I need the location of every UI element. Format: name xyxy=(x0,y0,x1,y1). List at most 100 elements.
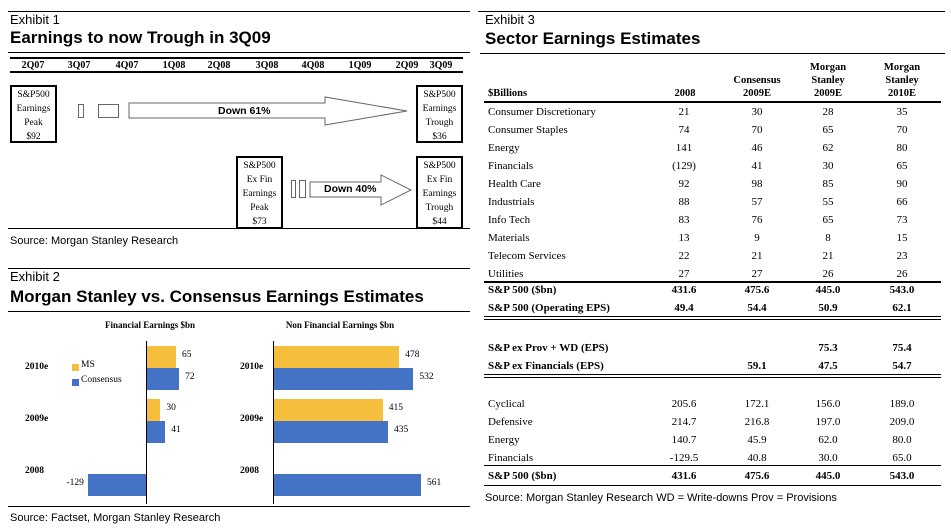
arrow2-label: Down 40% xyxy=(324,183,377,195)
category-label: 2008 xyxy=(240,466,259,476)
table-row: Telecom Services 22 21 21 23 xyxy=(488,247,938,265)
trough_box-line: Trough xyxy=(425,118,454,128)
table-cell: 57 xyxy=(751,196,763,208)
table-cell: 47.5 xyxy=(818,360,838,372)
trough_box-line: $36 xyxy=(432,132,447,142)
table-row: Financials (129) 41 30 65 xyxy=(488,157,938,175)
table-cell: 9 xyxy=(754,232,760,244)
table-cell: 27 xyxy=(751,268,763,280)
table-row: S&P ex Prov + WD (EPS) 75.3 75.4 xyxy=(488,339,938,357)
table-cell: 21 xyxy=(822,250,834,262)
table-cell: 70 xyxy=(896,124,908,136)
exhibit3-source: Source: Morgan Stanley Research WD = Wri… xyxy=(485,492,837,504)
down-arrow-2 xyxy=(309,174,413,206)
table-cell: 209.0 xyxy=(889,416,915,428)
divider xyxy=(480,53,945,54)
peak_box-line: S&P500 xyxy=(17,90,50,100)
table-cell: 75.4 xyxy=(892,342,912,354)
bar-consensus-2010e xyxy=(147,368,180,390)
table-cell: 214.7 xyxy=(671,416,697,428)
table-cell: 35 xyxy=(896,106,908,118)
exfin_peak_box-line: $73 xyxy=(252,217,267,227)
peak-box: S&P500 Earnings Peak $92 xyxy=(10,85,57,143)
exfin_trough_box-line: Ex Fin xyxy=(426,175,453,185)
table-cell: 21 xyxy=(678,106,690,118)
divider xyxy=(10,57,463,59)
arrow1-label: Down 61% xyxy=(218,105,271,117)
value-label: -129 xyxy=(66,478,84,488)
divider xyxy=(478,11,945,12)
exfin_trough_box-line: Earnings xyxy=(422,189,457,199)
table-cell: 49.4 xyxy=(674,302,694,314)
divider xyxy=(484,465,941,466)
table-cell: 431.6 xyxy=(671,470,697,482)
table-cell: 197.0 xyxy=(815,416,841,428)
table-cell: Energy xyxy=(488,142,520,154)
table-cell: 90 xyxy=(896,178,908,190)
table-cell: 13 xyxy=(678,232,690,244)
exhibit1-title: Earnings to now Trough in 3Q09 xyxy=(10,28,271,47)
table-row: Industrials 88 57 55 66 xyxy=(488,193,938,211)
chart-axis xyxy=(146,341,147,504)
exfin_peak_box-line: S&P500 xyxy=(243,161,276,171)
bar-ms-2010e xyxy=(274,346,400,368)
divider xyxy=(8,11,470,12)
bar-consensus-2009e xyxy=(147,421,166,443)
table-row: S&P 500 ($bn) 431.6 475.6 445.0 543.0 xyxy=(488,467,938,485)
table-cell: Health Care xyxy=(488,178,541,190)
table-cell: Defensive xyxy=(488,416,533,428)
table-row: Energy 141 46 62 80 xyxy=(488,139,938,157)
column-header: $Billions xyxy=(488,88,528,99)
table-cell: 98 xyxy=(751,178,763,190)
exfin_peak_box-line: Ex Fin xyxy=(246,175,273,185)
category-label: 2009e xyxy=(25,414,49,424)
bar-ms-2010e xyxy=(147,346,176,368)
table-cell: 55 xyxy=(822,196,834,208)
table-row: Consumer Staples 74 70 65 70 xyxy=(488,121,938,139)
table-row: Cyclical 205.6 172.1 156.0 189.0 xyxy=(488,395,938,413)
table-cell: Financials xyxy=(488,452,534,464)
table-cell: 45.9 xyxy=(747,434,767,446)
table-cell: 189.0 xyxy=(889,398,915,410)
step-box xyxy=(299,180,306,198)
exhibit2-label: Exhibit 2 xyxy=(10,269,60,284)
chart-axis xyxy=(273,341,274,504)
table-cell: 50.9 xyxy=(818,302,838,314)
table-cell: 216.8 xyxy=(744,416,770,428)
bar-ms-2009e xyxy=(274,399,383,421)
value-label: 532 xyxy=(419,372,434,382)
value-label: 415 xyxy=(388,403,403,413)
table-cell: S&P 500 ($bn) xyxy=(488,284,557,296)
table-cell: 543.0 xyxy=(889,284,915,296)
table-cell: 76 xyxy=(751,214,763,226)
table-cell: Industrials xyxy=(488,196,535,208)
table-cell: 75.3 xyxy=(818,342,838,354)
bar-ms-2009e xyxy=(147,399,161,421)
table-cell: 445.0 xyxy=(815,284,841,296)
table-cell: 26 xyxy=(896,268,908,280)
value-label: 561 xyxy=(426,478,442,488)
table-cell: 65 xyxy=(822,124,834,136)
exhibit1-source: Source: Morgan Stanley Research xyxy=(10,235,179,247)
table-cell: 30.0 xyxy=(818,452,838,464)
column-header: 2008 xyxy=(674,88,696,99)
table-cell: 74 xyxy=(678,124,690,136)
table-cell: 70 xyxy=(751,124,763,136)
table-cell: 156.0 xyxy=(815,398,841,410)
table-cell: 26 xyxy=(822,268,834,280)
exhibit3-label: Exhibit 3 xyxy=(485,12,535,27)
table-cell: Consumer Discretionary xyxy=(488,106,596,118)
table-cell: 65 xyxy=(822,214,834,226)
chart-title: Non Financial Earnings $bn xyxy=(285,320,395,330)
trough_box-line: Earnings xyxy=(422,104,457,114)
table-row: S&P 500 (Operating EPS) 49.4 54.4 50.9 62.1 xyxy=(488,299,938,317)
exfin_peak_box-line: Earnings xyxy=(242,189,277,199)
table-cell: 27 xyxy=(678,268,690,280)
divider xyxy=(484,319,941,320)
table-cell: 28 xyxy=(822,106,834,118)
exfin-peak-box: S&P500 Ex Fin Earnings Peak $73 xyxy=(236,156,283,229)
table-row: Defensive 214.7 216.8 197.0 209.0 xyxy=(488,413,938,431)
divider xyxy=(8,506,470,507)
bar-consensus-2008 xyxy=(274,474,421,496)
table-cell: 59.1 xyxy=(747,360,767,372)
